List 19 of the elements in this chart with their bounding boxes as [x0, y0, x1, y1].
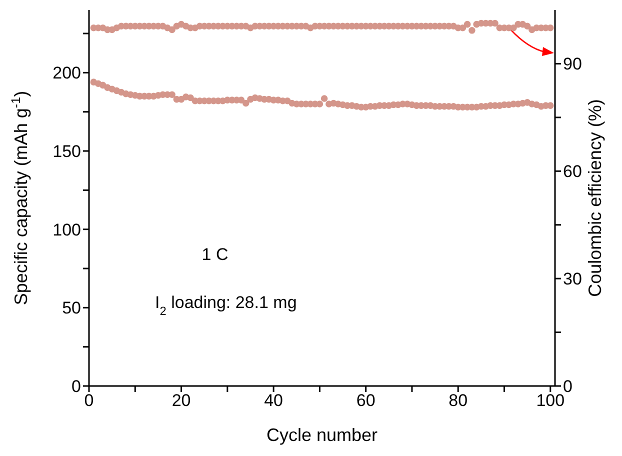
- x-tick-label: 80: [448, 391, 468, 410]
- y2-tick-label: 60: [563, 162, 582, 182]
- x-tick-label: 0: [84, 391, 94, 410]
- x-tick-label: 100: [536, 391, 565, 410]
- y-tick-label: 100: [52, 220, 81, 240]
- x-tick-label: 60: [356, 391, 376, 410]
- x-tick-label: 40: [264, 391, 284, 410]
- y2-tick-label: 0: [563, 377, 572, 396]
- y-tick-label: 200: [52, 64, 81, 83]
- y2-tick-label: 30: [563, 270, 582, 289]
- x-axis-title: Cycle number: [266, 425, 378, 445]
- y-tick-label: 150: [52, 142, 81, 162]
- annotation: I$_{2}$ loading: 28.1 mg: [155, 293, 297, 318]
- annotation: 1 C: [202, 245, 228, 264]
- x-tick-label: 20: [172, 391, 191, 410]
- y2-axis-title: Coulombic efficiency (%): [585, 99, 605, 297]
- y-tick-label: 0: [72, 377, 81, 396]
- y-tick-label: 50: [62, 298, 81, 318]
- y2-tick-label: 90: [563, 54, 582, 74]
